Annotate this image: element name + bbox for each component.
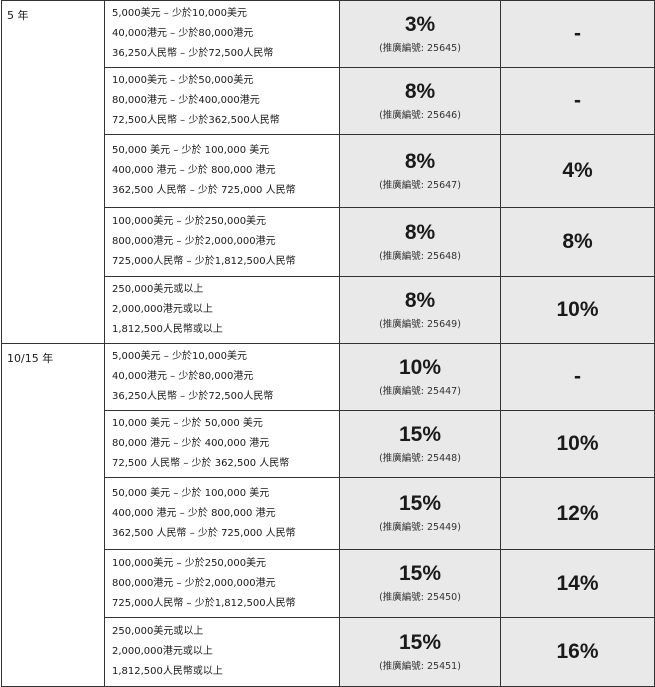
amount-range-cell: 250,000美元或以上 2,000,000港元或以上 1,812,500人民幣或以… bbox=[104, 617, 340, 687]
amount-range-line: 72,500 人民幣 – 少於 362,500 人民幣 bbox=[112, 458, 290, 469]
amount-range-line: 5,000美元 – 少於10,000美元 bbox=[112, 8, 247, 19]
amount-range-cell: 50,000 美元 – 少於 100,000 美元 400,000 港元 – 少於… bbox=[104, 477, 340, 550]
bonus-rate-cell: - bbox=[500, 0, 655, 68]
term-cell: 10/15 年 bbox=[1, 343, 105, 687]
table-row: 10,000 美元 – 少於 50,000 美元 80,000 港元 – 少於 4… bbox=[2, 410, 655, 478]
amount-range-cell: 100,000美元 – 少於250,000美元 800,000港元 – 少於2,0… bbox=[104, 207, 340, 277]
bonus-rate-cell: 16% bbox=[500, 617, 655, 687]
promo-rate-value: 8% bbox=[404, 288, 436, 312]
amount-range-cell: 100,000美元 – 少於250,000美元 800,000港元 – 少於2,0… bbox=[104, 549, 340, 618]
amount-range-line: 100,000美元 – 少於250,000美元 bbox=[112, 557, 267, 569]
table-row: 250,000美元或以上 2,000,000港元或以上 1,812,500人民幣或以… bbox=[2, 276, 655, 344]
promo-rate-value: 15% bbox=[398, 562, 442, 585]
promo-rate-cell: 15% (推廣編號: 25449) bbox=[339, 477, 501, 550]
amount-range-line: 40,000港元 – 少於80,000港元 bbox=[112, 28, 254, 39]
promo-code: (推廣編號: 25647) bbox=[379, 179, 461, 191]
bonus-rate-cell: 10% bbox=[500, 410, 655, 478]
bonus-rate-cell: 10% bbox=[500, 276, 655, 344]
promo-rate-value: 15% bbox=[398, 630, 442, 654]
table-row: 10/15 年 5,000美元 – 少於10,000美元 40,000港元 – 少於… bbox=[1, 343, 655, 687]
promo-code: (推廣編號: 25447) bbox=[379, 385, 461, 397]
promo-rate-value: 8% bbox=[404, 79, 436, 103]
promo-rate-cell: 3% (推廣編號: 25645) bbox=[339, 0, 501, 68]
amount-range-line: 362,500 人民幣 – 少於 725,000 人民幣 bbox=[112, 527, 296, 539]
amount-range-line: 2,000,000港元或以上 bbox=[112, 646, 213, 657]
amount-range-line: 362,500 人民幣 – 少於 725,000 人民幣 bbox=[112, 185, 296, 196]
amount-range-line: 36,250人民幣 – 少於72,500人民幣 bbox=[112, 391, 274, 402]
bonus-rate-cell: - bbox=[500, 67, 655, 135]
promo-rate-cell: 8% (推廣編號: 25648) bbox=[339, 207, 501, 277]
bonus-rate-cell: 8% bbox=[500, 207, 655, 277]
table-row: 250,000美元或以上 2,000,000港元或以上 1,812,500人民幣或以… bbox=[2, 617, 655, 687]
promo-rate-value: 15% bbox=[398, 422, 442, 446]
promo-code: (推廣編號: 25448) bbox=[379, 452, 461, 464]
amount-range-line: 1,812,500人民幣或以上 bbox=[112, 666, 223, 677]
amount-range-cell: 250,000美元或以上 2,000,000港元或以上 1,812,500人民幣或以… bbox=[104, 276, 340, 344]
amount-range-cell: 10,000 美元 – 少於 50,000 美元 80,000 港元 – 少於 4… bbox=[104, 410, 340, 478]
promo-rate-cell: 15% (推廣編號: 25450) bbox=[339, 549, 501, 618]
amount-range-line: 725,000人民幣 – 少於1,812,500人民幣 bbox=[112, 597, 296, 609]
promo-rate-value: 8% bbox=[404, 220, 436, 244]
promo-rate-cell: 8% (推廣編號: 25646) bbox=[339, 67, 501, 135]
promo-code: (推廣編號: 25450) bbox=[379, 592, 461, 603]
amount-range-line: 72,500人民幣 – 少於362,500人民幣 bbox=[112, 115, 280, 126]
amount-range-line: 10,000美元 – 少於50,000美元 bbox=[112, 75, 254, 86]
promo-code: (推廣編號: 25648) bbox=[379, 250, 461, 262]
table-row: 100,000美元 – 少於250,000美元 800,000港元 – 少於2,0… bbox=[2, 549, 655, 618]
promo-rate-cell: 15% (推廣編號: 25451) bbox=[339, 617, 501, 687]
promo-rate-cell: 15% (推廣編號: 25448) bbox=[339, 410, 501, 478]
bonus-rate-cell: 14% bbox=[500, 549, 655, 618]
promo-rate-cell: 8% (推廣編號: 25647) bbox=[339, 134, 501, 208]
amount-range-line: 36,250人民幣 – 少於72,500人民幣 bbox=[112, 48, 274, 59]
amount-range-cell: 10,000美元 – 少於50,000美元 80,000港元 – 少於400,00… bbox=[104, 67, 340, 135]
promo-rate-value: 3% bbox=[404, 12, 436, 36]
promo-code: (推廣編號: 25649) bbox=[379, 318, 461, 330]
amount-range-line: 40,000港元 – 少於80,000港元 bbox=[112, 371, 254, 382]
amount-range-cell: 50,000 美元 – 少於 100,000 美元 400,000 港元 – 少於… bbox=[104, 134, 340, 208]
amount-range-line: 80,000 港元 – 少於 400,000 港元 bbox=[112, 438, 270, 449]
amount-range-line: 250,000美元或以上 bbox=[112, 284, 204, 295]
amount-range-line: 5,000美元 – 少於10,000美元 bbox=[112, 351, 247, 362]
promo-rate-value: 10% bbox=[398, 355, 442, 379]
table-row: 50,000 美元 – 少於 100,000 美元 400,000 港元 – 少於… bbox=[2, 477, 655, 550]
amount-range-cell: 5,000美元 – 少於10,000美元 40,000港元 – 少於80,000港… bbox=[104, 0, 340, 68]
promo-code: (推廣編號: 25645) bbox=[379, 42, 461, 54]
promo-rate-value: 15% bbox=[398, 492, 442, 515]
amount-range-line: 2,000,000港元或以上 bbox=[112, 304, 213, 315]
amount-range-line: 400,000 港元 – 少於 800,000 港元 bbox=[112, 507, 276, 519]
table-row: 10,000美元 – 少於50,000美元 80,000港元 – 少於400,00… bbox=[2, 67, 655, 135]
amount-range-line: 800,000港元 – 少於2,000,000港元 bbox=[112, 577, 276, 589]
promo-rate-cell: 8% (推廣編號: 25649) bbox=[339, 276, 501, 344]
amount-range-line: 100,000美元 – 少於250,000美元 bbox=[112, 216, 267, 227]
table-row: 100,000美元 – 少於250,000美元 800,000港元 – 少於2,0… bbox=[2, 207, 655, 277]
term-cell: 5 年 bbox=[1, 0, 105, 344]
table-row: 5 年 5,000美元 – 少於10,000美元 40,000港元 – 少於80,0… bbox=[1, 0, 655, 344]
amount-range-line: 50,000 美元 – 少於 100,000 美元 bbox=[112, 145, 270, 156]
amount-range-cell: 5,000美元 – 少於10,000美元 40,000港元 – 少於80,000港… bbox=[104, 343, 340, 411]
promo-code: (推廣編號: 25646) bbox=[379, 109, 461, 121]
amount-range-line: 800,000港元 – 少於2,000,000港元 bbox=[112, 236, 276, 247]
amount-range-line: 80,000港元 – 少於400,000港元 bbox=[112, 95, 260, 106]
table-row: 50,000 美元 – 少於 100,000 美元 400,000 港元 – 少於… bbox=[2, 134, 655, 208]
promo-rate-value: 8% bbox=[404, 149, 436, 173]
bonus-rate-cell: 12% bbox=[500, 477, 655, 550]
amount-range-line: 50,000 美元 – 少於 100,000 美元 bbox=[112, 487, 270, 499]
amount-range-line: 10,000 美元 – 少於 50,000 美元 bbox=[112, 418, 263, 429]
amount-range-line: 1,812,500人民幣或以上 bbox=[112, 324, 223, 335]
promo-rate-cell: 10% (推廣編號: 25447) bbox=[339, 343, 501, 411]
amount-range-line: 250,000美元或以上 bbox=[112, 626, 204, 637]
amount-range-line: 725,000人民幣 – 少於1,812,500人民幣 bbox=[112, 256, 296, 267]
amount-range-line: 400,000 港元 – 少於 800,000 港元 bbox=[112, 165, 276, 176]
promo-code: (推廣編號: 25451) bbox=[379, 660, 461, 672]
bonus-rate-cell: - bbox=[500, 343, 655, 411]
bonus-rate-cell: 4% bbox=[500, 134, 655, 208]
promo-code: (推廣編號: 25449) bbox=[379, 522, 461, 533]
